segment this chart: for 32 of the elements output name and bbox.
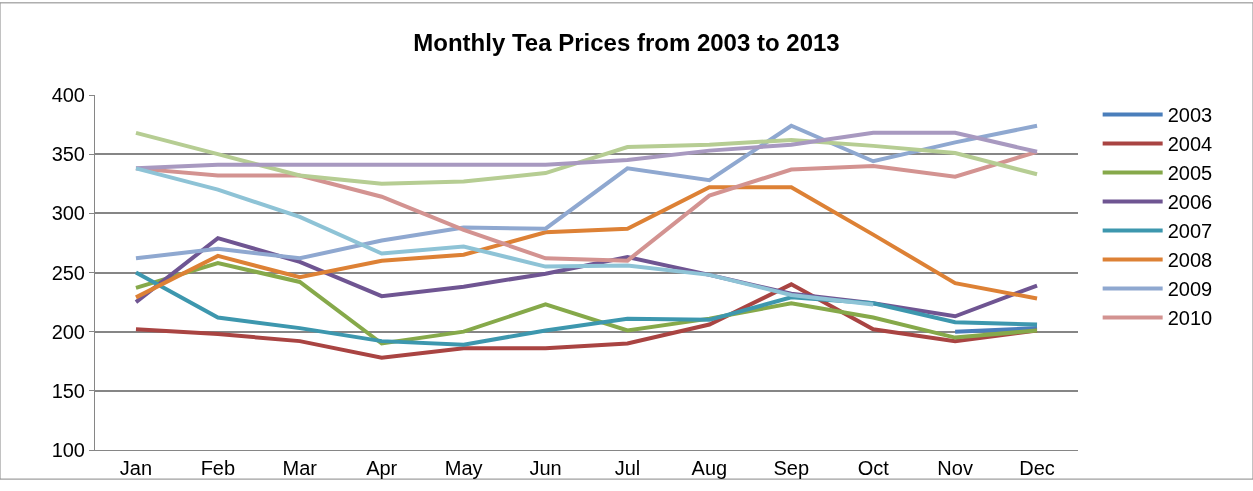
x-tick-label: Jan [119, 457, 153, 479]
x-tick-label: Apr [366, 457, 398, 479]
line-series [133, 166, 876, 307]
legend-label: 2006 [1167, 191, 1213, 214]
legend-label: 2007 [1167, 220, 1213, 243]
x-tick-label: Jun [529, 457, 562, 479]
line-series [133, 130, 1040, 186]
x-tick-label: Sep [773, 457, 810, 479]
y-tick-label: 350 [51, 143, 85, 166]
x-tick-label: May [444, 457, 483, 479]
y-tick-label: 150 [51, 379, 85, 402]
x-tick-label: Feb [200, 457, 236, 479]
y-tick-label: 250 [51, 261, 85, 284]
legend-label: 2005 [1167, 162, 1213, 185]
y-tick-label: 300 [51, 202, 85, 225]
x-tick-label: Oct [857, 457, 890, 479]
chart-title: Monthly Tea Prices from 2003 to 2013 [413, 29, 840, 57]
y-tick-label: 100 [51, 439, 85, 461]
x-tick-label: Dec [1019, 457, 1055, 479]
x-tick-label: Nov [937, 457, 973, 479]
x-tick-label: Jul [614, 457, 641, 479]
y-tick-label: 400 [51, 84, 85, 106]
legend-label: 2004 [1167, 133, 1213, 156]
x-tick-label: Mar [282, 457, 318, 479]
x-tick-label: Aug [691, 457, 728, 479]
y-tick-label: 200 [51, 320, 85, 343]
legend-label: 2010 [1167, 307, 1213, 330]
line-series [133, 123, 1040, 261]
legend-label: 2009 [1167, 278, 1213, 301]
legend-label: 2003 [1167, 104, 1213, 127]
line-series [133, 185, 1040, 301]
legend-label: 2008 [1167, 249, 1213, 272]
